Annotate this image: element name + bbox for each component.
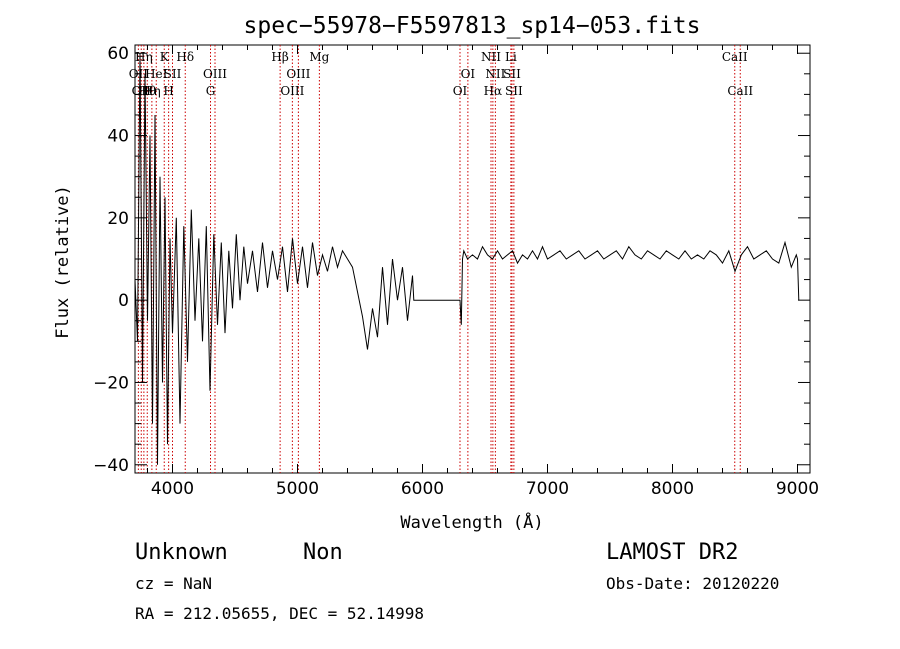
x-axis-label: Wavelength (Å) (400, 511, 543, 533)
x-tick-label: 6000 (401, 479, 444, 499)
x-tick-label: 8000 (651, 479, 694, 499)
spectral-line-label: H (163, 84, 173, 98)
plot-area: OIIOIIHηHθHηHeIKHSIIHδGOIIIHβOIIIOIIIMgO… (93, 44, 819, 499)
spectral-line-label: Hη (143, 84, 161, 98)
y-tick-label: 40 (107, 127, 129, 147)
spectral-line-label: CaII (727, 84, 753, 98)
x-tick-label: 7000 (526, 479, 569, 499)
spectral-line-label: Hα (484, 84, 503, 98)
spectral-line-label: Hθ (138, 84, 156, 98)
chart-title: spec−55978−F5597813_sp14−053.fits (244, 13, 701, 39)
spectral-line-label: K (160, 50, 170, 64)
obs-date-text: Obs-Date: 20120220 (606, 574, 779, 593)
x-axis-ticks: 4000 5000 6000 7000 8000 9000 (147, 45, 819, 499)
x-tick-label: 5000 (276, 479, 319, 499)
y-tick-label: −40 (93, 456, 129, 476)
y-tick-label: 0 (118, 291, 129, 311)
x-tick-label: 4000 (151, 479, 194, 499)
y-tick-label: 60 (107, 44, 129, 64)
spectral-line-label: HeI (145, 67, 168, 81)
redshift-text: cz = NaN (135, 574, 212, 593)
spectral-line-label: SII (505, 84, 523, 98)
spectral-line-label: CaII (722, 50, 748, 64)
spectral-line-label: SII (164, 67, 182, 81)
y-tick-label: −20 (93, 373, 129, 393)
spectral-line-labels: OIIOIIHηHθHηHeIKHSIIHδGOIIIHβOIIIOIIIMgO… (129, 50, 754, 98)
spectral-line-markers (137, 45, 741, 473)
y-axis-label: Flux (relative) (53, 185, 73, 339)
spectral-line-label: OIII (203, 67, 227, 81)
spectral-line-label: Mg (309, 50, 329, 64)
spectral-line-label: Hη (135, 50, 153, 64)
flux-series-line (134, 53, 800, 465)
spectral-line-label: NII (485, 67, 505, 81)
spectral-line-label: Hβ (271, 50, 288, 64)
spectral-line-label: G (206, 84, 216, 98)
spectral-line-label: Li (505, 50, 517, 64)
y-tick-label: 20 (107, 209, 129, 229)
spectral-line-label: NII (481, 50, 501, 64)
spectral-line-label: SII (503, 67, 521, 81)
spectral-line-label: Hδ (176, 50, 194, 64)
spectral-line-label: OIII (280, 84, 304, 98)
survey-name: LAMOST DR2 (606, 540, 738, 565)
spectral-line-label: OI (453, 84, 468, 98)
spectral-subclass: Non (303, 540, 343, 565)
spectral-class: Unknown (135, 540, 228, 565)
spectral-line-label: OIII (286, 67, 310, 81)
plot-frame (134, 44, 811, 474)
coordinates-text: RA = 212.05655, DEC = 52.14998 (135, 604, 424, 623)
spectral-line-label: OI (461, 67, 476, 81)
x-tick-label: 9000 (776, 479, 819, 499)
y-axis-ticks: −40 −20 0 20 40 60 (93, 44, 810, 476)
